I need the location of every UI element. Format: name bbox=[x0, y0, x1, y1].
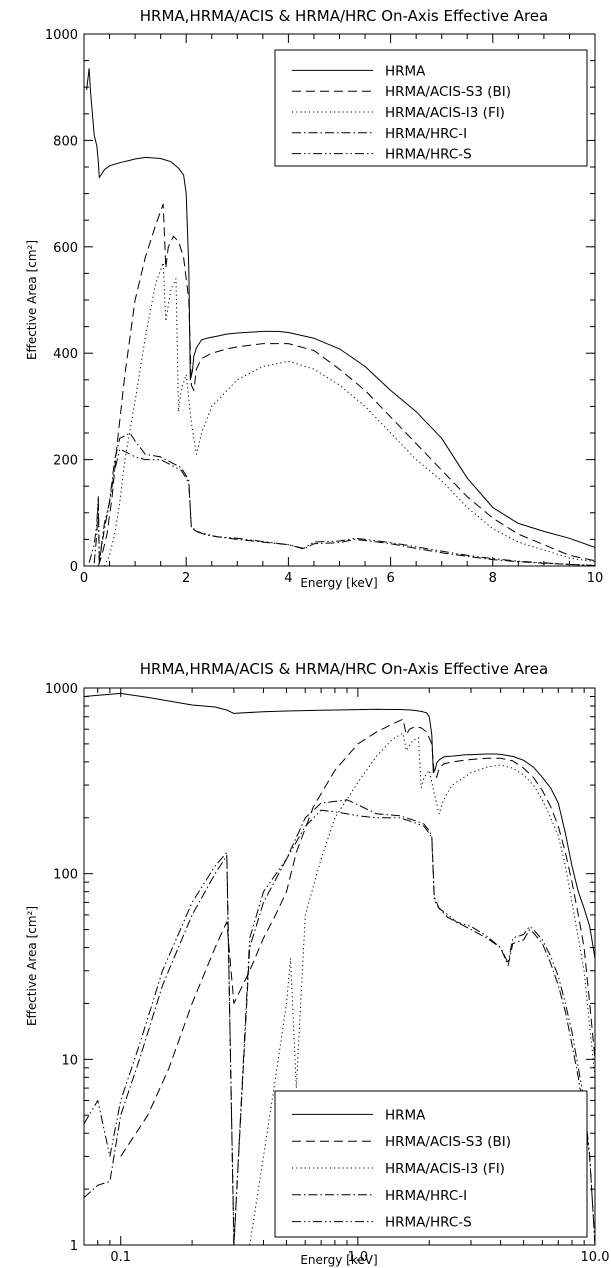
x-tick-label: 1.0 bbox=[348, 1250, 369, 1265]
plot-frame bbox=[83, 687, 596, 1246]
y-axis-label: Effective Area [cm²] bbox=[25, 906, 39, 1026]
y-tick-label: 1 bbox=[70, 1239, 78, 1254]
y-tick-label: 10 bbox=[61, 1053, 78, 1068]
x-tick-label: 8 bbox=[489, 571, 497, 586]
y-tick-labels: 1 10 100 1000 bbox=[45, 682, 78, 1254]
series-line-hrma-hrc-s bbox=[84, 809, 595, 1245]
legend: HRMA HRMA/ACIS-S3 (BI) HRMA/ACIS-I3 (FI) HR… bbox=[274, 49, 588, 167]
y-tick-label: 200 bbox=[53, 454, 78, 469]
x-axis-label: Energy [keV] bbox=[300, 576, 377, 590]
series-line-hrma-hrc-i bbox=[93, 432, 595, 566]
y-tick-label: 0 bbox=[70, 560, 78, 575]
linear-chart-panel: HRMA,HRMA/ACIS & HRMA/HRC On-Axis Effect… bbox=[25, 7, 603, 590]
series-line-hrma-acis-s3-bi bbox=[97, 203, 595, 566]
x-tick-labels: 0.1 1.0 10.0 bbox=[110, 1250, 609, 1265]
legend-label: HRMA bbox=[385, 1107, 426, 1123]
series-line-hrma bbox=[84, 692, 595, 959]
chart-title: HRMA,HRMA/ACIS & HRMA/HRC On-Axis Effect… bbox=[140, 7, 548, 25]
log-chart-panel: HRMA,HRMA/ACIS & HRMA/HRC On-Axis Effect… bbox=[25, 660, 609, 1267]
y-tick-label: 1000 bbox=[45, 28, 78, 43]
legend-label: HRMA/HRC-I bbox=[385, 1188, 467, 1204]
y-tick-label: 1000 bbox=[45, 682, 78, 697]
legend: HRMA HRMA/ACIS-S3 (BI) HRMA/ACIS-I3 (FI) HR… bbox=[274, 1090, 588, 1238]
legend-label: HRMA/ACIS-I3 (FI) bbox=[385, 105, 505, 121]
legend-label: HRMA bbox=[385, 63, 426, 79]
x-tick-label: 0 bbox=[80, 571, 88, 586]
y-tick-label: 100 bbox=[53, 868, 78, 883]
tick-marks bbox=[83, 33, 596, 567]
chart-title: HRMA,HRMA/ACIS & HRMA/HRC On-Axis Effect… bbox=[140, 660, 548, 678]
series-lines bbox=[86, 68, 595, 566]
legend-label: HRMA/HRC-I bbox=[385, 126, 467, 142]
x-tick-label: 10.0 bbox=[581, 1250, 610, 1265]
y-tick-label: 400 bbox=[53, 347, 78, 362]
series-line-hrma bbox=[86, 68, 595, 548]
y-axis-label: Effective Area [cm²] bbox=[25, 240, 39, 360]
legend-label: HRMA/ACIS-S3 (BI) bbox=[385, 84, 511, 100]
y-tick-label: 800 bbox=[53, 134, 78, 149]
legend-label: HRMA/ACIS-I3 (FI) bbox=[385, 1161, 505, 1177]
legend-box bbox=[274, 1090, 588, 1238]
series-line-hrma-acis-s3-bi bbox=[120, 718, 595, 1157]
x-tick-label: 2 bbox=[182, 571, 190, 586]
y-tick-label: 600 bbox=[53, 241, 78, 256]
x-tick-labels: 0 2 4 6 8 10 bbox=[80, 571, 603, 586]
legend-label: HRMA/HRC-S bbox=[385, 147, 472, 163]
legend-label: HRMA/ACIS-S3 (BI) bbox=[385, 1134, 511, 1150]
legend-box bbox=[274, 49, 588, 167]
x-axis-label: Energy [keV] bbox=[300, 1253, 377, 1267]
x-tick-label: 6 bbox=[386, 571, 394, 586]
series-line-hrma-acis-i3-fi bbox=[103, 262, 595, 566]
series-line-hrma-hrc-i bbox=[84, 799, 595, 1245]
legend-label: HRMA/HRC-S bbox=[385, 1215, 472, 1231]
x-tick-label: 4 bbox=[284, 571, 292, 586]
series-line-hrma-hrc-s bbox=[88, 448, 595, 566]
x-tick-label: 10 bbox=[587, 571, 604, 586]
x-tick-label: 0.1 bbox=[110, 1250, 131, 1265]
y-tick-labels: 0 200 400 600 800 1000 bbox=[45, 28, 78, 575]
series-lines bbox=[84, 692, 595, 1245]
